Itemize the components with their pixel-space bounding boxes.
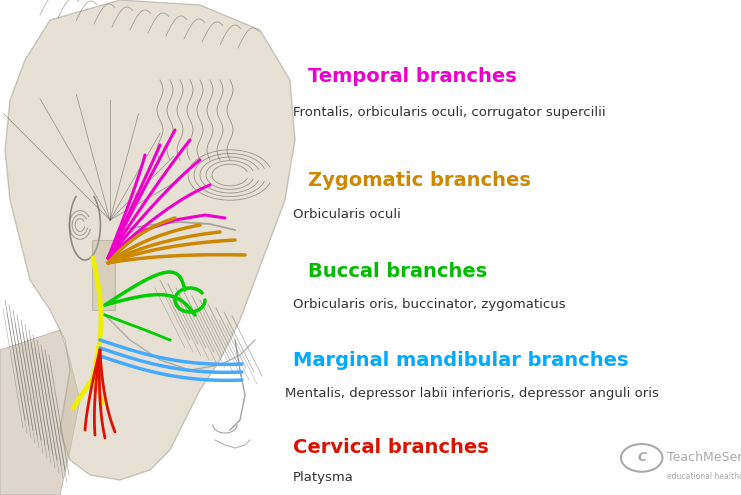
Text: Buccal branches: Buccal branches xyxy=(308,262,487,281)
Text: Cervical branches: Cervical branches xyxy=(293,438,488,457)
Text: educational healthcare resources: educational healthcare resources xyxy=(667,472,741,481)
Text: Orbicularis oris, buccinator, zygomaticus: Orbicularis oris, buccinator, zygomaticu… xyxy=(293,298,565,311)
Text: Orbicularis oculi: Orbicularis oculi xyxy=(293,208,401,221)
Text: Platysma: Platysma xyxy=(293,471,353,484)
Text: Mentalis, depressor labii inferioris, depressor anguli oris: Mentalis, depressor labii inferioris, de… xyxy=(285,387,659,400)
Polygon shape xyxy=(92,240,115,310)
Text: C: C xyxy=(637,451,646,464)
Text: Zygomatic branches: Zygomatic branches xyxy=(308,171,531,190)
Text: Marginal mandibular branches: Marginal mandibular branches xyxy=(293,351,628,370)
Polygon shape xyxy=(5,0,295,480)
Polygon shape xyxy=(0,330,80,495)
Text: Frontalis, orbicularis oculi, corrugator supercilii: Frontalis, orbicularis oculi, corrugator… xyxy=(293,106,605,119)
Text: Temporal branches: Temporal branches xyxy=(308,67,516,86)
Text: TeachMeSeries: TeachMeSeries xyxy=(667,451,741,464)
